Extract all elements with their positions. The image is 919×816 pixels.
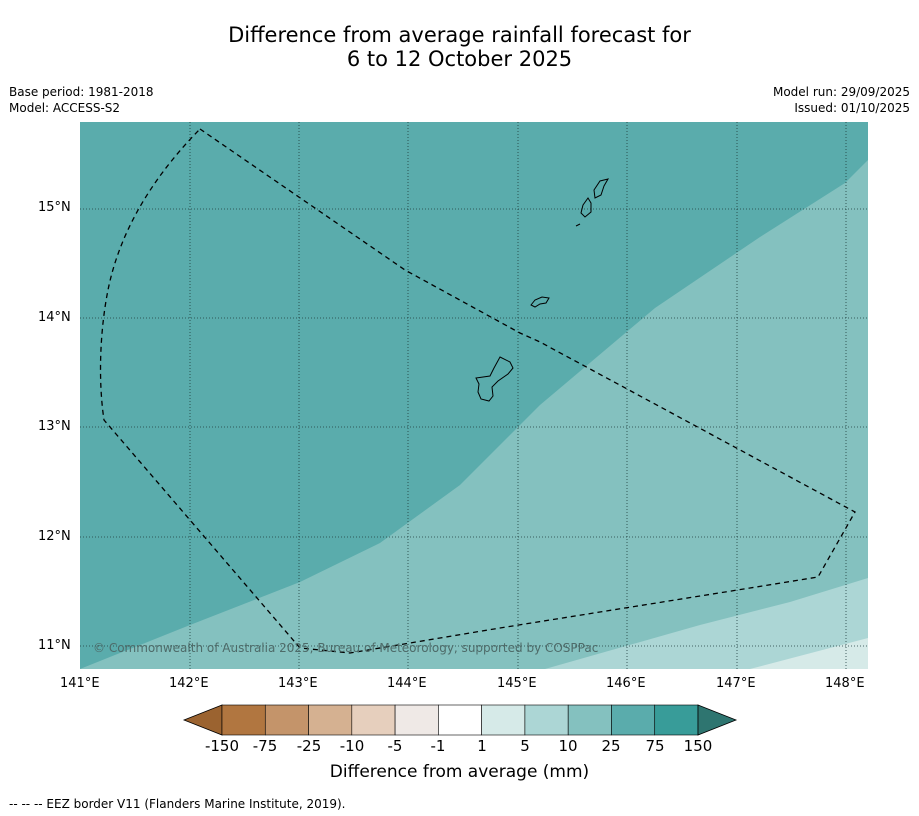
- colorbar: [182, 704, 738, 736]
- lon-label-143: 143°E: [278, 676, 318, 691]
- colorbar-label: 5: [520, 737, 530, 755]
- lat-label-13: 13°N: [38, 419, 71, 434]
- lat-label-14: 14°N: [38, 310, 71, 325]
- colorbar-label: -150: [204, 737, 240, 755]
- colorbar-label: -75: [252, 737, 278, 755]
- colorbar-cell: [221, 704, 266, 736]
- colorbar-extend-high: [697, 704, 738, 736]
- colorbar-cell: [394, 704, 439, 736]
- lon-label-147: 147°E: [716, 676, 756, 691]
- colorbar-label: -1: [430, 737, 446, 755]
- band-10-25: [80, 160, 868, 669]
- colorbar-cell: [567, 704, 612, 736]
- colorbar-label: -5: [387, 737, 403, 755]
- lon-label-144: 144°E: [387, 676, 427, 691]
- eez-border: [99, 128, 856, 654]
- colorbar-extend-low: [182, 704, 223, 736]
- colorbar-cell: [308, 704, 353, 736]
- island-rota: [530, 296, 550, 308]
- eez-footnote: -- -- -- EEZ border V11 (Flanders Marine…: [9, 797, 346, 811]
- map-title-line2: 6 to 12 October 2025: [346, 47, 573, 71]
- colorbar-label: 10: [558, 737, 578, 755]
- issued-date: Issued: 01/10/2025: [794, 101, 910, 115]
- colorbar-cell: [524, 704, 569, 736]
- band-5-10: [545, 578, 868, 669]
- base-period: Base period: 1981-2018: [9, 85, 154, 99]
- band-1-5: [750, 638, 868, 669]
- lon-label-145: 145°E: [497, 676, 537, 691]
- islands: [475, 178, 610, 402]
- lon-label-148: 148°E: [825, 676, 865, 691]
- colorbar-label: 150: [683, 737, 713, 755]
- island-saipan: [593, 178, 610, 199]
- lon-label-146: 146°E: [606, 676, 646, 691]
- meta-left: Base period: 1981-2018 Model: ACCESS-S2: [9, 84, 154, 116]
- lon-label-142: 142°E: [169, 676, 209, 691]
- colorbar-cell: [351, 704, 396, 736]
- colorbar-cells: [221, 704, 699, 736]
- gridlines: [80, 122, 868, 669]
- colorbar-cell: [654, 704, 699, 736]
- island-aguijan: [575, 223, 581, 227]
- lat-label-11: 11°N: [38, 638, 71, 653]
- colorbar-label: 75: [645, 737, 665, 755]
- lat-label-15: 15°N: [38, 200, 71, 215]
- lat-label-12: 12°N: [38, 529, 71, 544]
- colorbar-label: -10: [339, 737, 365, 755]
- island-guam: [475, 356, 514, 402]
- colorbar-label: 25: [601, 737, 621, 755]
- colorbar-label: 1: [477, 737, 487, 755]
- model-run: Model run: 29/09/2025: [772, 85, 910, 99]
- colorbar-cell: [264, 704, 309, 736]
- map-title-line1: Difference from average rainfall forecas…: [228, 23, 691, 47]
- lon-label-141: 141°E: [60, 676, 100, 691]
- colorbar-cell: [611, 704, 656, 736]
- copyright-notice: © Commonwealth of Australia 2025, Bureau…: [93, 641, 599, 655]
- meta-right: Model run: 29/09/2025 Issued: 01/10/2025: [773, 84, 910, 116]
- colorbar-title: Difference from average (mm): [329, 762, 590, 782]
- island-tinian: [580, 197, 592, 218]
- model-name: Model: ACCESS-S2: [9, 101, 121, 115]
- rainfall-map: [80, 122, 868, 669]
- colorbar-cell: [481, 704, 526, 736]
- colorbar-label: -25: [296, 737, 322, 755]
- colorbar-cell: [438, 704, 482, 736]
